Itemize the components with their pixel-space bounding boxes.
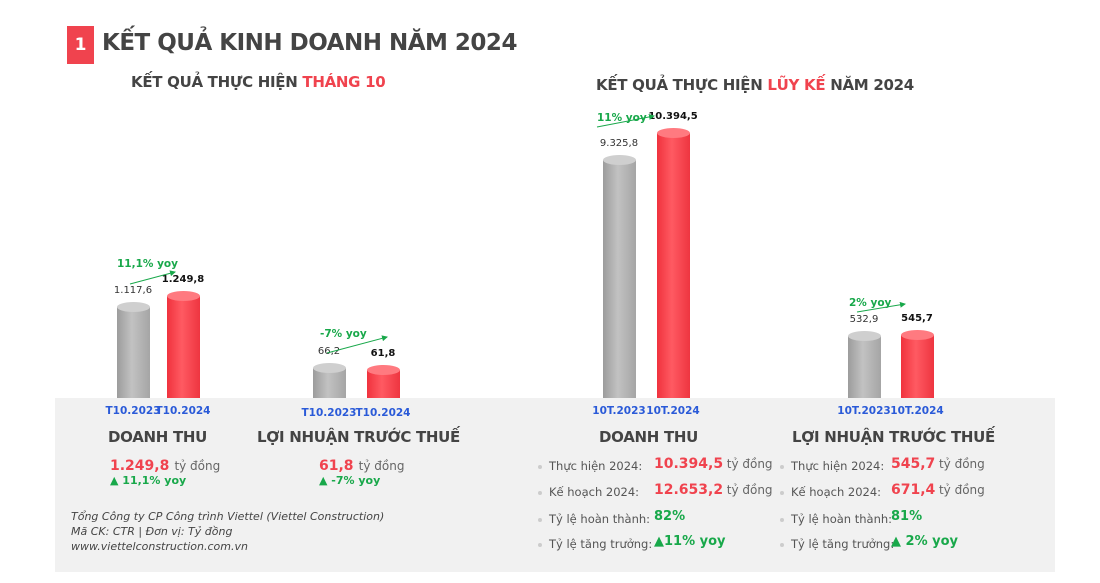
- yoy-annotation: 11% yoy: [597, 112, 647, 124]
- category-label: T10.2023: [105, 405, 161, 417]
- summary-row: Tỷ lệ hoàn thành: 81%: [780, 509, 922, 526]
- footer-ticker: Mã CK: CTR | Đơn vị: Tỷ đồng: [71, 525, 233, 538]
- row-label: Kế hoạch 2024:: [549, 485, 640, 499]
- row-value: 10.394,5: [654, 456, 724, 472]
- row-label: Tỷ lệ tăng trưởng:: [549, 537, 653, 551]
- data-label: 61,8: [370, 348, 396, 359]
- category-label: T10.2023: [301, 407, 357, 419]
- row-label: Tỷ lệ tăng trưởng:: [791, 537, 895, 551]
- row-value: 545,7: [891, 456, 936, 472]
- summary-row: Thực hiện 2024: 10.394,5 tỷ đồng: [538, 456, 773, 473]
- row-unit: tỷ đồng: [938, 457, 985, 471]
- summary-row: Kế hoạch 2024: 671,4 tỷ đồng: [780, 482, 985, 499]
- summary-panel: [55, 398, 1055, 572]
- footer-website[interactable]: www.viettelconstruction.com.vn: [71, 540, 248, 553]
- chart-heading: LỢI NHUẬN TRƯỚC THUẾ: [257, 428, 460, 446]
- bar-cap: [901, 330, 934, 340]
- subtitle-text: KẾT QUẢ THỰC HIỆN: [131, 73, 303, 91]
- bullet-icon: [538, 464, 542, 469]
- row-label: Tỷ lệ hoàn thành:: [791, 512, 893, 526]
- row-label: Tỷ lệ hoàn thành:: [549, 512, 651, 526]
- bar-T10.2023: [313, 363, 346, 398]
- month-profit-summary: 61,8 tỷ đồng ▲ -7% yoy: [319, 455, 404, 487]
- row-value: 81%: [891, 509, 923, 524]
- summary-row: Tỷ lệ tăng trưởng: ▲11% yoy: [538, 534, 726, 551]
- bar-10T.2023: [603, 155, 636, 398]
- category-label: 10T.2023: [592, 405, 646, 417]
- yoy-annotation: 2% yoy: [849, 297, 892, 309]
- chart-heading: DOANH THU: [599, 428, 699, 446]
- summary-unit: tỷ đồng: [174, 459, 221, 473]
- footer-company: Tổng Công ty CP Công trình Viettel (Viet…: [71, 510, 385, 523]
- row-value: ▲11% yoy: [654, 534, 726, 549]
- summary-yoy: ▲ 11,1% yoy: [110, 474, 187, 487]
- bar-cap: [603, 155, 636, 165]
- category-label: T10.2024: [155, 405, 211, 417]
- chart-heading: DOANH THU: [108, 428, 208, 446]
- row-unit: tỷ đồng: [726, 457, 773, 471]
- bullet-icon: [780, 517, 784, 522]
- row-value: 82%: [654, 509, 686, 524]
- row-unit: tỷ đồng: [938, 483, 985, 497]
- summary-row: Thực hiện 2024: 545,7 tỷ đồng: [780, 456, 985, 473]
- row-value: 671,4: [891, 482, 936, 498]
- data-label: 532,9: [849, 314, 879, 325]
- section-number-badge: 1: [67, 26, 94, 64]
- data-label: 9.325,8: [599, 138, 639, 149]
- summary-row: Kế hoạch 2024: 12.653,2 tỷ đồng: [538, 482, 773, 499]
- summary-value: 1.249,8: [110, 458, 170, 474]
- month-subtitle: KẾT QUẢ THỰC HIỆN THÁNG 10: [131, 73, 386, 91]
- ytd-subtitle: KẾT QUẢ THỰC HIỆN LŨY KẾ NĂM 2024: [596, 76, 914, 94]
- category-label: 10T.2023: [837, 405, 891, 417]
- subtitle-text: KẾT QUẢ THỰC HIỆN: [596, 76, 768, 94]
- bar-10T.2024: [657, 128, 690, 398]
- data-label: 1.249,8: [161, 274, 205, 285]
- bar-T10.2024: [367, 365, 400, 398]
- bar-cap: [367, 365, 400, 375]
- chart-heading: LỢI NHUẬN TRƯỚC THUẾ: [792, 428, 995, 446]
- row-value: 12.653,2: [654, 482, 724, 498]
- bullet-icon: [780, 542, 784, 547]
- bar-cap: [848, 331, 881, 341]
- subtitle-highlight: THÁNG 10: [302, 73, 386, 91]
- page-title: KẾT QUẢ KINH DOANH NĂM 2024: [102, 30, 517, 56]
- bar-T10.2023: [117, 302, 150, 398]
- bullet-icon: [780, 490, 784, 495]
- yoy-annotation: -7% yoy: [320, 328, 367, 340]
- summary-row: Tỷ lệ tăng trưởng: ▲ 2% yoy: [780, 534, 958, 551]
- bar-10T.2023: [848, 331, 881, 398]
- bar-cap: [313, 363, 346, 373]
- summary-yoy: ▲ -7% yoy: [319, 474, 381, 487]
- bar-T10.2024: [167, 291, 200, 398]
- subtitle-text: NĂM 2024: [825, 76, 914, 94]
- row-label: Thực hiện 2024:: [549, 459, 643, 473]
- bar-cap: [657, 128, 690, 138]
- summary-unit: tỷ đồng: [358, 459, 405, 473]
- yoy-annotation: 11,1% yoy: [117, 258, 178, 270]
- row-value: ▲ 2% yoy: [891, 534, 958, 549]
- bullet-icon: [780, 464, 784, 469]
- row-label: Kế hoạch 2024:: [791, 485, 882, 499]
- data-label: 1.117,6: [113, 285, 153, 296]
- bar-cap: [117, 302, 150, 312]
- bullet-icon: [538, 490, 542, 495]
- category-label: T10.2024: [355, 407, 411, 419]
- category-label: 10T.2024: [646, 405, 700, 417]
- summary-row: Tỷ lệ hoàn thành: 82%: [538, 509, 685, 526]
- data-label: 66,2: [317, 346, 341, 357]
- month-revenue-summary: 1.249,8 tỷ đồng ▲ 11,1% yoy: [110, 455, 220, 487]
- category-label: 10T.2024: [890, 405, 944, 417]
- bullet-icon: [538, 542, 542, 547]
- summary-value: 61,8: [319, 458, 354, 474]
- row-label: Thực hiện 2024:: [791, 459, 885, 473]
- bar-10T.2024: [901, 330, 934, 398]
- row-unit: tỷ đồng: [726, 483, 773, 497]
- data-label: 10.394,5: [648, 111, 698, 122]
- bullet-icon: [538, 517, 542, 522]
- bar-cap: [167, 291, 200, 301]
- subtitle-highlight: LŨY KẾ: [767, 76, 826, 94]
- data-label: 545,7: [901, 313, 933, 324]
